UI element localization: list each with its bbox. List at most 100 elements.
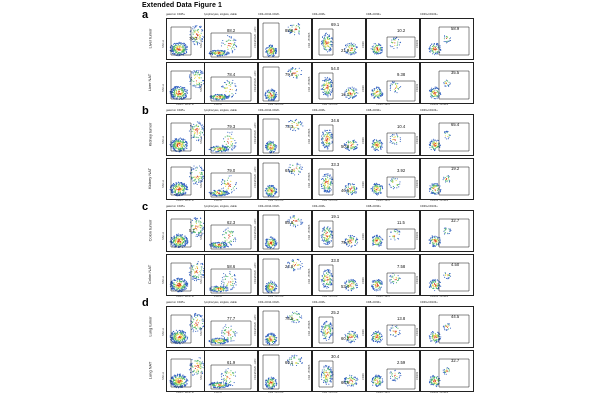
density-dot: [436, 42, 438, 44]
density-dot: [228, 39, 230, 41]
density-dot: [348, 88, 350, 90]
density-dot: [267, 145, 269, 148]
density-dot: [321, 142, 323, 144]
density-dot: [193, 40, 195, 42]
density-dot: [322, 178, 324, 180]
density-dot: [173, 93, 175, 96]
density-dot: [174, 244, 176, 246]
density-dot: [270, 147, 272, 149]
density-dot: [223, 146, 225, 148]
density-dot: [273, 237, 275, 239]
density-dot: [375, 90, 377, 93]
density-dot: [356, 141, 358, 143]
density-dot: [439, 145, 441, 147]
density-dot: [200, 179, 202, 181]
density-dot: [179, 237, 181, 239]
density-dot: [273, 242, 275, 244]
gate-percentage: 19.2: [451, 166, 460, 171]
density-dot: [226, 79, 228, 82]
density-dot: [399, 140, 401, 143]
density-dot: [224, 229, 226, 231]
density-dot: [228, 95, 230, 97]
density-dot: [430, 148, 432, 151]
density-dot: [436, 90, 439, 92]
density-dot: [274, 95, 276, 97]
density-dot: [325, 39, 327, 41]
density-dot: [177, 241, 179, 243]
density-dot: [353, 146, 355, 148]
density-dot: [198, 132, 200, 134]
gate-polygon: [318, 28, 334, 56]
density-dot: [321, 184, 323, 186]
density-dot: [375, 87, 377, 89]
density-dot: [293, 121, 295, 123]
density-dot: [289, 71, 291, 73]
density-dot: [326, 92, 328, 94]
density-dot: [235, 45, 237, 47]
density-dot: [180, 44, 182, 46]
density-dot: [273, 97, 275, 99]
density-dot: [270, 141, 272, 143]
density-dot: [227, 148, 229, 150]
density-dot: [326, 87, 328, 89]
density-dot: [433, 184, 435, 186]
density-dot: [197, 176, 199, 178]
density-dot: [296, 162, 298, 164]
density-dot: [267, 50, 269, 52]
density-dot: [295, 220, 297, 222]
gate-polygon: [210, 76, 252, 102]
density-dot: [193, 165, 195, 167]
gate-header: CD39+CD103+: [420, 205, 438, 208]
density-dot: [331, 183, 333, 185]
density-dot: [444, 81, 446, 83]
density-dot: [272, 243, 274, 245]
density-dot: [191, 226, 193, 228]
density-dot: [193, 74, 195, 76]
density-dot: [229, 241, 231, 243]
density-dot: [326, 76, 329, 78]
density-dot: [220, 247, 222, 249]
row-label-text: Colon tumor: [147, 219, 153, 241]
density-dot: [325, 46, 327, 48]
density-dot: [220, 86, 223, 88]
density-dot: [440, 94, 442, 96]
density-dot: [198, 82, 200, 84]
density-dot: [202, 72, 204, 75]
density-dot: [229, 45, 231, 47]
density-dot: [215, 151, 217, 153]
density-dot: [223, 233, 225, 235]
density-dot: [180, 41, 182, 44]
density-dot: [224, 193, 226, 196]
gate-polygon: [210, 32, 252, 58]
density-dot: [211, 54, 213, 56]
density-dot: [228, 237, 230, 239]
density-dot: [445, 79, 447, 81]
density-dot: [323, 84, 325, 86]
panel-b: b gated on CD45+ lymphocytes, singlets, vi…: [142, 106, 474, 202]
flow-plot-svg: [169, 121, 206, 153]
density-dot: [444, 137, 446, 139]
density-dot: [324, 174, 326, 176]
density-dot: [328, 34, 330, 36]
density-dot: [181, 49, 183, 51]
density-dot: [192, 85, 194, 87]
density-dot: [191, 38, 193, 40]
density-dot: [347, 44, 349, 46]
x-axis-label: CD3 - BV786: [268, 103, 284, 106]
density-dot: [379, 48, 381, 50]
density-dot: [180, 236, 182, 238]
density-dot: [324, 34, 326, 36]
density-dot: [226, 243, 228, 245]
density-dot: [225, 185, 227, 187]
density-dot: [186, 238, 188, 240]
gate-percentage: 58.9: [451, 26, 460, 31]
density-dot: [289, 32, 291, 35]
density-dot: [330, 232, 332, 234]
density-dot: [322, 182, 324, 184]
density-dot: [439, 45, 441, 47]
flow-plot: 69.1 21.9: [312, 18, 366, 60]
density-dot: [373, 148, 375, 150]
density-dot: [434, 98, 436, 100]
density-dot: [182, 87, 184, 89]
density-dot: [184, 48, 186, 50]
